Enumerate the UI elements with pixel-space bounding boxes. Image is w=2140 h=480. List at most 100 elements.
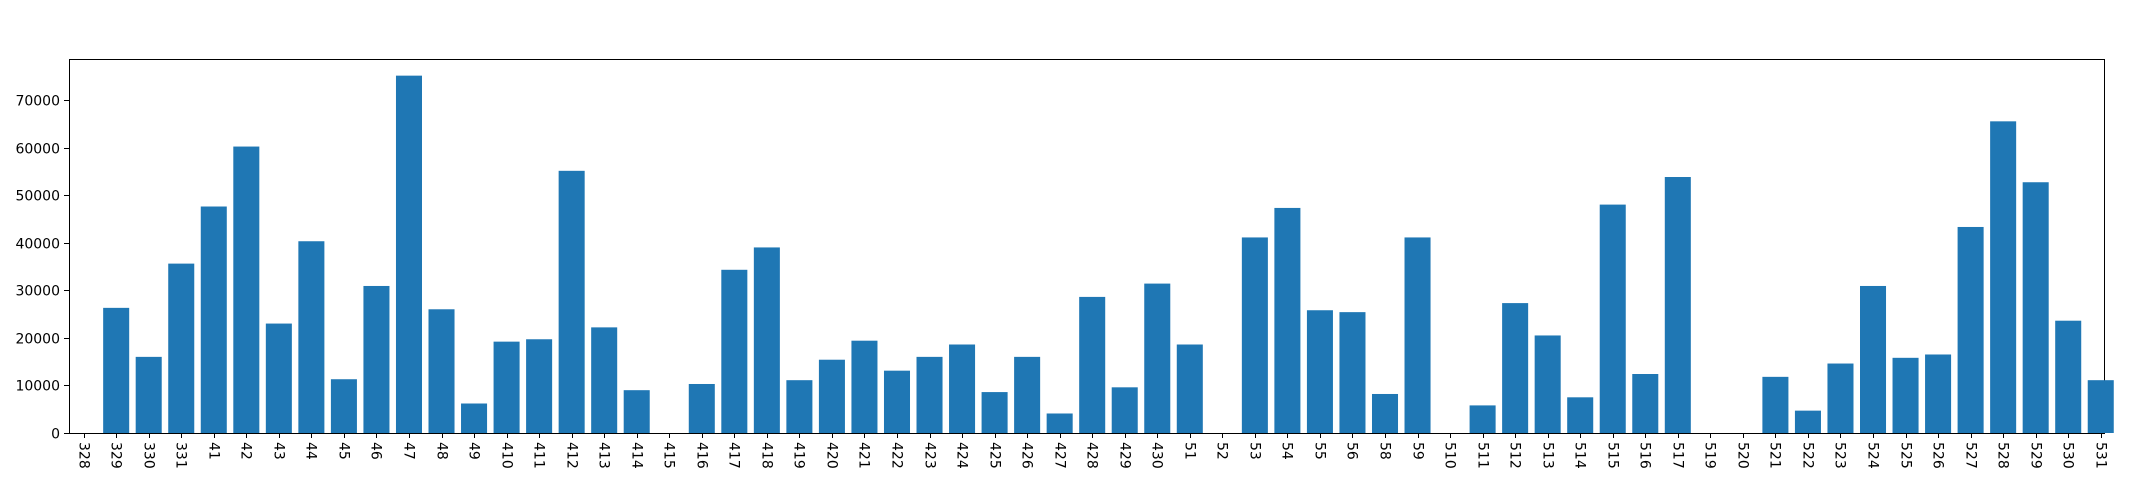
x-tick-label-423: 423 (922, 442, 938, 469)
bar-413 (591, 327, 618, 433)
x-tick-label-531: 531 (2093, 442, 2109, 469)
x-tick-label-513: 513 (1540, 442, 1556, 469)
bar-49 (461, 403, 488, 433)
y-axis: 0 10000 20000 30000 40000 50000 60000 70000 (15, 94, 69, 443)
y-tick-label-40000: 40000 (15, 237, 60, 253)
x-tick-label-47: 47 (401, 442, 417, 460)
x-tick-label-419: 419 (791, 442, 807, 469)
x-tick-label-331: 331 (173, 442, 189, 469)
y-tick-label-30000: 30000 (15, 284, 60, 300)
bar-48 (428, 309, 455, 433)
x-tick-label-51: 51 (1182, 442, 1198, 460)
bar-45 (330, 379, 357, 433)
bar-525 (1892, 357, 1919, 433)
bar-522 (1794, 410, 1821, 433)
x-tick-label-416: 416 (694, 442, 710, 469)
x-tick-label-529: 529 (2028, 442, 2044, 469)
x-tick-label-525: 525 (1898, 442, 1914, 469)
x-tick-label-528: 528 (1995, 442, 2011, 469)
x-axis: 328 329 330 331 41 42 43 44 45 46 47 48 49 410 411 412 4… (76, 433, 2109, 469)
x-tick-label-56: 56 (1344, 442, 1360, 460)
x-tick-label-420: 420 (824, 442, 840, 469)
bar-43 (265, 323, 292, 433)
bar-429 (1111, 387, 1138, 433)
x-tick-label-52: 52 (1214, 442, 1230, 460)
bar-516 (1632, 374, 1659, 433)
bar-517 (1664, 177, 1691, 433)
plot-area (69, 59, 2105, 434)
bar-420 (818, 359, 845, 433)
x-tick-label-421: 421 (856, 442, 872, 469)
y-tick-label-60000: 60000 (15, 142, 60, 158)
bar-512 (1502, 303, 1529, 433)
x-tick-label-58: 58 (1377, 442, 1393, 460)
x-tick-label-418: 418 (759, 442, 775, 469)
bar-530 (2055, 320, 2082, 433)
y-tick-label-10000: 10000 (15, 379, 60, 395)
bar-425 (981, 392, 1008, 433)
bar-523 (1827, 363, 1854, 433)
bar-410 (493, 341, 520, 433)
bar-529 (2022, 182, 2049, 433)
x-tick-label-512: 512 (1507, 442, 1523, 469)
x-tick-label-519: 519 (1702, 442, 1718, 469)
x-tick-label-521: 521 (1767, 442, 1783, 469)
x-tick-label-55: 55 (1312, 442, 1328, 460)
x-tick-label-425: 425 (987, 442, 1003, 469)
bar-428 (1079, 296, 1106, 433)
bar-421 (851, 340, 878, 433)
x-tick-label-429: 429 (1117, 442, 1133, 469)
x-tick-label-44: 44 (303, 442, 319, 460)
bar-426 (1014, 356, 1041, 433)
bar-531 (2087, 380, 2114, 433)
bar-528 (1990, 121, 2017, 433)
x-tick-label-517: 517 (1670, 442, 1686, 469)
bar-44 (298, 241, 325, 433)
x-tick-label-428: 428 (1084, 442, 1100, 469)
x-tick-label-520: 520 (1735, 442, 1751, 469)
y-tick-label-70000: 70000 (15, 94, 60, 110)
x-tick-label-514: 514 (1572, 442, 1588, 469)
bar-55 (1306, 310, 1333, 433)
bar-59 (1404, 237, 1431, 433)
plot-frame (69, 59, 2105, 434)
x-tick-label-46: 46 (368, 442, 384, 460)
bar-412 (558, 170, 585, 433)
bar-427 (1046, 413, 1073, 433)
x-tick-label-424: 424 (954, 442, 970, 469)
y-tick-label-50000: 50000 (15, 189, 60, 205)
x-tick-label-42: 42 (238, 442, 254, 460)
bar-524 (1860, 285, 1887, 433)
x-tick-label-411: 411 (531, 442, 547, 469)
x-tick-label-530: 530 (2060, 442, 2076, 469)
bar-47 (395, 75, 422, 434)
x-tick-label-427: 427 (1052, 442, 1068, 469)
x-tick-label-48: 48 (434, 442, 450, 460)
bar-46 (363, 285, 390, 433)
bar-411 (526, 339, 553, 433)
x-tick-label-410: 410 (499, 442, 515, 469)
x-tick-label-524: 524 (1865, 442, 1881, 469)
x-tick-label-417: 417 (726, 442, 742, 469)
bar-53 (1241, 237, 1268, 433)
bar-416 (688, 383, 715, 433)
bar-58 (1371, 393, 1399, 433)
x-tick-label-329: 329 (108, 442, 124, 469)
bar-418 (753, 247, 780, 433)
bar-329 (103, 307, 130, 433)
bar-513 (1534, 335, 1561, 433)
bars (103, 75, 2114, 434)
bar-56 (1339, 312, 1366, 433)
bar-419 (786, 380, 813, 433)
bar-521 (1762, 376, 1789, 433)
x-tick-label-426: 426 (1019, 442, 1035, 469)
bar-51 (1176, 344, 1203, 433)
bar-42 (233, 146, 260, 434)
x-tick-label-511: 511 (1475, 442, 1491, 469)
bar-514 (1567, 397, 1594, 433)
x-tick-label-415: 415 (661, 442, 677, 469)
x-tick-label-527: 527 (1963, 442, 1979, 469)
bar-330 (135, 356, 162, 433)
x-tick-label-59: 59 (1410, 442, 1426, 460)
